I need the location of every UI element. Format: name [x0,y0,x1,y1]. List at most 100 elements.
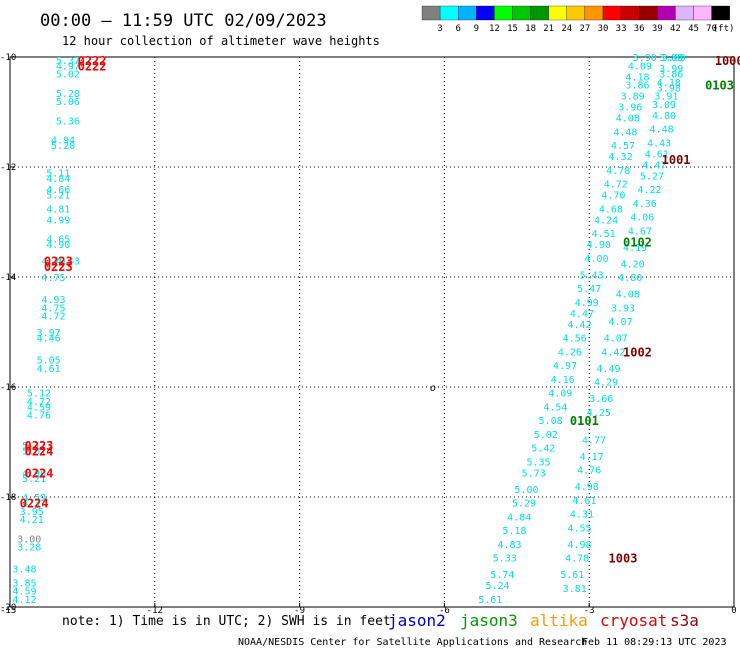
wave-height-value: 4.26 [558,347,582,358]
colorbar-label: 12 [489,24,500,34]
colorbar-swatch [566,5,586,21]
wave-height-value: 4.59 [12,587,36,598]
colorbar-swatch [584,5,604,21]
colorbar-swatch [421,5,441,21]
wave-height-value: 3.00 [17,534,41,545]
wave-height-value: 3.96 [618,103,642,114]
wave-height-value: 4.43 [647,138,671,149]
wave-height-value: 4.24 [594,215,618,226]
wave-height-value: 4.90 [46,240,70,251]
pass-time-label: 0103 [705,79,734,93]
wave-height-value: 3.91 [654,92,678,103]
wave-height-value: 4.94 [51,136,75,147]
pass-time-label: 0224 [25,444,54,458]
wave-height-value: 4.68 [599,204,623,215]
wave-height-value: 5.28 [56,89,80,100]
wave-height-value: 4.32 [609,152,633,163]
wave-height-value: 4.84 [507,512,531,523]
wave-height-value: 4.16 [551,375,575,386]
y-tick-label: -20 [0,603,16,613]
colorbar-label: 30 [598,24,609,34]
wave-height-value: 4.25 [587,408,611,419]
pass-time-label: 0102 [623,235,652,249]
wave-height-value: 5.06 [56,97,80,108]
colorbar-swatch [620,5,640,21]
colorbar: 3 6 9 12 15 18 21 24 27 30 33 36 39 42 45 70(ft) [421,5,734,34]
colorbar-label: 70 [706,24,717,34]
wave-height-value: 3.98 [657,83,681,94]
colorbar-label: 45 [688,24,699,34]
wave-height-points: 5.374.975.025.285.065.364.945.205.114.84… [12,53,685,606]
colorbar-label: 39 [652,24,663,34]
colorbar-label: 9 [474,24,479,34]
wave-height-value: 3.97 [37,328,61,339]
wave-height-value: 5.11 [46,169,70,180]
legend-jason2: jason2 [388,611,446,630]
chart-subtitle: 12 hour collection of altimeter wave hei… [62,34,380,48]
gridlines [10,57,734,607]
wave-height-value: 3.48 [12,565,36,576]
plot-frame [9,56,735,608]
wave-height-value: 4.48 [613,127,637,138]
wave-height-value: 3.90 [633,53,657,64]
wave-height-value: 5.73 [522,468,546,479]
wave-height-value: 5.01 [22,446,46,457]
wave-height-value: 4.36 [633,199,657,210]
wave-height-value: 4.12 [12,595,36,606]
colorbar-label: 6 [455,24,460,34]
wave-height-value: 5.33 [493,554,517,565]
wave-height-value: 4.47 [642,160,666,171]
wave-height-value: 5.12 [27,389,51,400]
wave-height-value: 4.76 [27,411,51,422]
wave-height-value: 3.89 [659,53,683,64]
pass-time-label: 0224 [25,466,54,480]
wave-height-value: 4.97 [56,61,80,72]
wave-height-value: 4.65 [46,235,70,246]
colorbar-label: 36 [634,24,645,34]
pass-time-label: 0223 [44,260,73,274]
wave-height-value: 5.24 [485,581,509,592]
wave-height-value: 4.21 [20,515,44,526]
wave-height-value: 4.51 [592,229,616,240]
wave-height-value: 4.61 [572,496,596,507]
wave-height-value: 4.78 [565,554,589,565]
pass-time-label: 0222 [78,59,107,73]
y-tick-label: -18 [0,493,16,503]
plot-area: -15 -12 -9 -6 -3 0 -10-12-14-16-18-20 5.374.9… [0,53,740,616]
wave-height-value: 4.59 [27,402,51,413]
wave-height-value: 4.18 [625,72,649,83]
wave-height-value: 4.07 [604,334,628,345]
legend-jason3: jason3 [460,611,518,630]
y-tick-label: -10 [0,53,16,63]
wave-height-value: 3.09 [652,100,676,111]
wave-height-value: 4.93 [41,295,65,306]
wave-height-value: 4.81 [46,204,70,215]
wave-height-value: 5.21 [22,474,46,485]
wave-height-value: 4.54 [543,402,567,413]
wave-height-value: 4.07 [609,317,633,328]
wave-height-value: 4.99 [46,215,70,226]
wave-height-value: 5.00 [514,485,538,496]
wave-height-value: 5.47 [577,284,601,295]
colorbar-swatch [639,5,658,21]
colorbar-swatch [675,5,694,21]
pass-time-label: 0223 [44,255,73,269]
wave-height-value: 4.75 [41,273,65,284]
wave-height-value: 3.99 [659,64,683,75]
wave-height-value: 4.79 [41,257,65,268]
colorbar-swatch [512,5,531,21]
colorbar-swatch [439,5,459,21]
wave-height-value: 4.90 [22,468,46,479]
wave-height-value: 4.75 [41,303,65,314]
pass-time-label: 0222 [78,54,107,68]
wave-height-value: 3.69 [662,53,686,64]
wave-height-value: 3.66 [589,394,613,405]
wave-height-value: 5.05 [37,356,61,367]
colorbar-label: 27 [579,24,590,34]
colorbar-swatch [458,5,477,21]
wave-height-value: 4.61 [37,364,61,375]
wave-height-value: 5.21 [46,191,70,202]
wave-height-value: 4.22 [637,185,661,196]
wave-height-value: 5.02 [534,430,558,441]
